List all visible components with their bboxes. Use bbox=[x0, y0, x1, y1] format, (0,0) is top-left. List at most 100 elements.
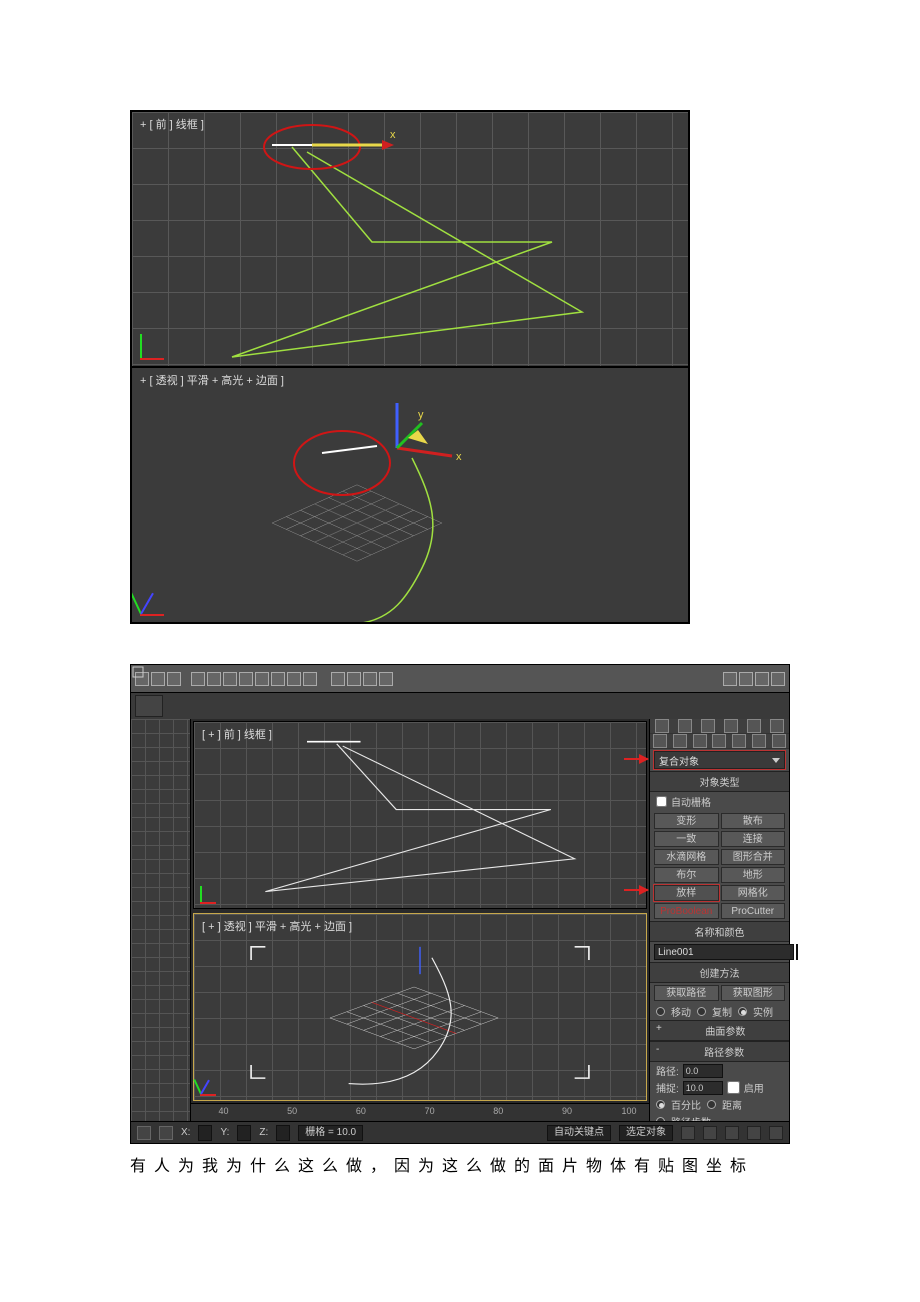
terrain-button[interactable]: 地形 bbox=[721, 867, 786, 883]
utilities-icon[interactable] bbox=[770, 719, 784, 733]
ruler-tick: 80 bbox=[493, 1106, 503, 1116]
copy-radio[interactable] bbox=[697, 1007, 706, 1016]
ribbon-icon[interactable] bbox=[239, 672, 253, 686]
viewport-perspective-2[interactable]: [ + ] 透视 ] 平滑 + 高光 + 边面 ] bbox=[193, 913, 647, 1101]
rollout-name-color[interactable]: 名称和颜色 bbox=[650, 921, 789, 942]
x-label: X: bbox=[181, 1127, 190, 1138]
viewport-front-2[interactable]: [ + ] 前 ] 线框 ] bbox=[193, 721, 647, 909]
ribbon-icon[interactable] bbox=[223, 672, 237, 686]
boolean-button[interactable]: 布尔 bbox=[654, 867, 719, 883]
morph-button[interactable]: 变形 bbox=[654, 813, 719, 829]
display-icon[interactable] bbox=[747, 719, 761, 733]
ribbon-icon[interactable] bbox=[287, 672, 301, 686]
viewport-label-front[interactable]: + [ 前 ] 线框 ] bbox=[140, 116, 204, 132]
radio-label: 距离 bbox=[722, 1097, 742, 1112]
ruler-tick: 100 bbox=[622, 1106, 637, 1116]
ribbon-icon[interactable] bbox=[723, 672, 737, 686]
z-field[interactable] bbox=[276, 1125, 290, 1141]
rollout-label: 曲面参数 bbox=[705, 1027, 745, 1038]
rollout-creation-method[interactable]: 创建方法 bbox=[650, 962, 789, 983]
enable-label: 启用 bbox=[744, 1080, 764, 1095]
spacewarps-icon[interactable] bbox=[752, 734, 766, 748]
loft-button[interactable]: 放样 bbox=[654, 885, 719, 901]
ribbon-icon[interactable] bbox=[151, 672, 165, 686]
ribbon-icon[interactable] bbox=[303, 672, 317, 686]
rollout-object-type[interactable]: 对象类型 bbox=[650, 771, 789, 792]
shapemerge-button[interactable]: 图形合并 bbox=[721, 849, 786, 865]
ribbon-icon[interactable] bbox=[739, 672, 753, 686]
viewport-front[interactable]: x + [ 前 ] 线框 ] bbox=[131, 111, 689, 367]
autogrid-checkbox[interactable] bbox=[656, 796, 667, 807]
ribbon-icon[interactable] bbox=[167, 672, 181, 686]
prev-frame-icon[interactable] bbox=[703, 1126, 717, 1140]
ribbon-icon[interactable] bbox=[255, 672, 269, 686]
rollout-path-params[interactable]: - 路径参数 bbox=[650, 1041, 789, 1062]
instance-radio[interactable] bbox=[738, 1007, 747, 1016]
ribbon-icon[interactable] bbox=[347, 672, 361, 686]
ruler-tick: 50 bbox=[287, 1106, 297, 1116]
cameras-icon[interactable] bbox=[712, 734, 726, 748]
get-path-button[interactable]: 获取路径 bbox=[654, 985, 719, 1001]
ribbon-icon[interactable] bbox=[191, 672, 205, 686]
lights-icon[interactable] bbox=[693, 734, 707, 748]
viewport-perspective[interactable]: x y + [ 透视 ] 平滑 + 高光 + 边面 ] bbox=[131, 367, 689, 623]
ribbon-icon[interactable] bbox=[771, 672, 785, 686]
annotation-arrow bbox=[624, 758, 648, 760]
play-icon[interactable] bbox=[725, 1126, 739, 1140]
ribbon-icon[interactable] bbox=[207, 672, 221, 686]
y-label: Y: bbox=[220, 1127, 229, 1138]
y-field[interactable] bbox=[237, 1125, 251, 1141]
mesher-button[interactable]: 网格化 bbox=[721, 885, 786, 901]
rollout-surface[interactable]: + 曲面参数 bbox=[650, 1020, 789, 1041]
blobmesh-button[interactable]: 水滴网格 bbox=[654, 849, 719, 865]
snap-label: 捕捉: bbox=[656, 1080, 679, 1095]
graphite-tab[interactable] bbox=[135, 695, 163, 717]
ribbon-icon[interactable] bbox=[363, 672, 377, 686]
motion-icon[interactable] bbox=[724, 719, 738, 733]
time-ruler[interactable]: 40 50 60 70 80 90 100 bbox=[191, 1103, 649, 1121]
gear-icon[interactable] bbox=[655, 719, 669, 733]
hierarchy-icon[interactable] bbox=[701, 719, 715, 733]
rollout-label: 路径参数 bbox=[704, 1048, 744, 1059]
shapes-icon[interactable] bbox=[673, 734, 687, 748]
enable-checkbox[interactable] bbox=[727, 1081, 740, 1094]
object-name-input[interactable] bbox=[654, 944, 794, 960]
distance-radio[interactable] bbox=[707, 1100, 716, 1109]
category-dropdown[interactable]: 复合对象 bbox=[654, 751, 785, 769]
scatter-button[interactable]: 散布 bbox=[721, 813, 786, 829]
status-bar: X: Y: Z: 栅格 = 10.0 自动关键点 选定对象 bbox=[131, 1121, 789, 1143]
command-tabs bbox=[650, 719, 789, 734]
lock-icon[interactable] bbox=[137, 1126, 151, 1140]
gizmo-x-label: x bbox=[390, 129, 396, 141]
x-field[interactable] bbox=[198, 1125, 212, 1141]
move-radio[interactable] bbox=[656, 1007, 665, 1016]
selection-circle bbox=[264, 125, 360, 169]
viewport-left-strip[interactable] bbox=[131, 719, 191, 1121]
ribbon-icon[interactable] bbox=[755, 672, 769, 686]
caption-text: 有人为我为什么这么做，因为这么做的面片物体有贴图坐标 bbox=[130, 1154, 790, 1180]
helpers-icon[interactable] bbox=[732, 734, 746, 748]
next-frame-icon[interactable] bbox=[747, 1126, 761, 1140]
path-spinner[interactable]: 0.0 bbox=[683, 1064, 723, 1078]
connect-button[interactable]: 连接 bbox=[721, 831, 786, 847]
ribbon-icon[interactable] bbox=[271, 672, 285, 686]
goto-start-icon[interactable] bbox=[681, 1126, 695, 1140]
get-shape-button[interactable]: 获取图形 bbox=[721, 985, 786, 1001]
systems-icon[interactable] bbox=[772, 734, 786, 748]
snap-spinner[interactable]: 10.0 bbox=[683, 1081, 723, 1095]
color-swatch[interactable] bbox=[796, 944, 798, 960]
ribbon-icon[interactable] bbox=[379, 672, 393, 686]
geometry-icon[interactable] bbox=[653, 734, 667, 748]
procutter-button[interactable]: ProCutter bbox=[721, 903, 786, 919]
proboolean-button[interactable]: ProBoolean bbox=[654, 903, 719, 919]
percent-radio[interactable] bbox=[656, 1100, 665, 1109]
selected-object-dropdown[interactable]: 选定对象 bbox=[619, 1125, 673, 1141]
key-icon[interactable] bbox=[159, 1126, 173, 1140]
path-label: 路径: bbox=[656, 1063, 679, 1078]
modify-icon[interactable] bbox=[678, 719, 692, 733]
conform-button[interactable]: 一致 bbox=[654, 831, 719, 847]
ribbon-icon[interactable] bbox=[331, 672, 345, 686]
viewport-label-persp[interactable]: + [ 透视 ] 平滑 + 高光 + 边面 ] bbox=[140, 372, 284, 388]
autokey-button[interactable]: 自动关键点 bbox=[547, 1125, 611, 1141]
goto-end-icon[interactable] bbox=[769, 1126, 783, 1140]
